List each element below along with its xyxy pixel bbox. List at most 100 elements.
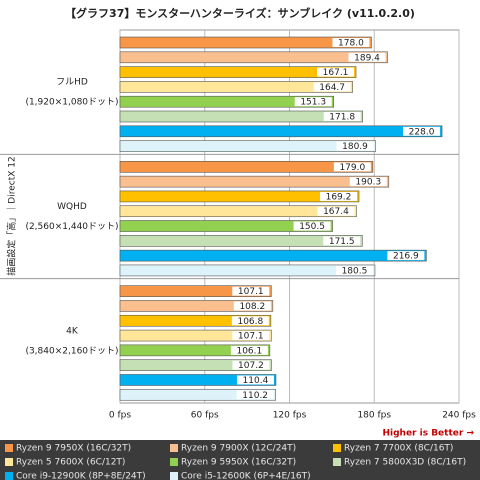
- category-label: フルHD: [56, 78, 88, 88]
- value-label-box: [233, 301, 271, 311]
- bar: [119, 329, 272, 342]
- x-tick-label: 60 fps: [191, 411, 219, 421]
- value-label-box: [317, 67, 355, 77]
- category-label: 4K: [66, 326, 79, 336]
- value-label-box: [332, 38, 370, 47]
- legend-label: Ryzen 7 7700X (8C/16T): [344, 444, 453, 454]
- value-label-box: [349, 177, 387, 187]
- bar: [119, 359, 272, 371]
- value-label: 189.4: [354, 53, 380, 63]
- value-label-box: [336, 141, 374, 151]
- legend-swatch: [5, 444, 13, 452]
- value-label: 108.2: [239, 302, 265, 312]
- legend-swatch: [170, 472, 178, 480]
- value-label: 150.5: [299, 222, 325, 232]
- value-label: 180.9: [342, 142, 368, 152]
- x-tick-label: 120 fps: [273, 411, 307, 421]
- value-label: 110.2: [242, 391, 268, 401]
- value-label: 151.3: [300, 98, 326, 108]
- bar: [119, 51, 388, 64]
- value-label-box: [317, 206, 355, 216]
- bar: [119, 235, 363, 247]
- legend-swatch: [5, 458, 13, 466]
- x-tick-label: 0 fps: [109, 411, 131, 421]
- legend-label: Ryzen 9 7900X (12C/24T): [181, 444, 296, 454]
- value-label-box: [313, 82, 351, 92]
- legend-label: Ryzen 5 7600X (6C/12T): [16, 458, 125, 468]
- value-label: 180.5: [342, 266, 368, 276]
- x-tick-label: 240 fps: [442, 411, 476, 421]
- value-label-box: [230, 345, 268, 355]
- category-label: (2,560×1,440ドット): [25, 222, 118, 232]
- value-label-box: [323, 236, 361, 246]
- bar: [119, 374, 277, 386]
- value-label: 167.1: [323, 68, 349, 78]
- value-label: 164.7: [319, 83, 345, 93]
- value-label: 167.4: [323, 207, 349, 217]
- legend-background: [0, 440, 480, 480]
- value-label-box: [232, 360, 270, 370]
- bar: [119, 314, 272, 327]
- annotation: Higher is Better →: [382, 429, 474, 439]
- value-label-box: [387, 251, 425, 261]
- value-label: 179.0: [339, 163, 365, 173]
- value-label: 110.4: [243, 376, 269, 386]
- value-label: 190.3: [355, 178, 381, 188]
- bar: [119, 220, 333, 232]
- value-label: 106.1: [236, 346, 262, 356]
- x-tick-label: 180 fps: [357, 411, 391, 421]
- bar: [119, 264, 376, 277]
- bar: [119, 95, 335, 108]
- legend-swatch: [170, 458, 178, 466]
- value-label-box: [232, 331, 270, 341]
- value-label-box: [348, 52, 386, 62]
- value-label-box: [236, 390, 274, 400]
- legend-label: Ryzen 9 7950X (16C/32T): [16, 444, 131, 454]
- bar: [119, 344, 271, 357]
- bar: [119, 175, 390, 188]
- value-label: 178.0: [338, 39, 364, 49]
- legend-label: Ryzen 7 5800X3D (8C/16T): [344, 458, 466, 468]
- bar: [119, 125, 443, 138]
- bar: [119, 249, 427, 262]
- legend-swatch: [170, 444, 178, 452]
- value-label-box: [335, 265, 373, 275]
- category-label: (1,920×1,080ドット): [25, 98, 118, 108]
- bar: [119, 161, 374, 173]
- bar: [119, 110, 363, 123]
- value-label-box: [319, 191, 357, 201]
- value-label: 107.1: [238, 332, 264, 342]
- value-label: 228.0: [409, 127, 435, 137]
- bar: [119, 140, 376, 152]
- legend-label: Ryzen 9 5950X (16C/32T): [181, 458, 296, 468]
- bar: [119, 388, 276, 401]
- value-label: 169.2: [326, 192, 352, 202]
- legend-label: Core i9-12900K (8P+8E/24T): [16, 472, 146, 480]
- value-label: 106.8: [237, 317, 263, 327]
- bar: [119, 300, 274, 312]
- bar: [119, 81, 353, 93]
- value-label-box: [236, 375, 274, 385]
- bar: [119, 205, 357, 218]
- value-label-box: [232, 286, 270, 296]
- bar: [119, 66, 357, 78]
- value-label-box: [294, 97, 332, 107]
- bar: [119, 285, 272, 297]
- value-label: 107.2: [238, 361, 264, 371]
- value-label: 171.8: [329, 113, 355, 123]
- value-label: 216.9: [393, 252, 419, 262]
- value-label: 107.1: [238, 287, 264, 297]
- legend-swatch: [5, 472, 13, 480]
- bar: [119, 36, 372, 49]
- value-label-box: [293, 221, 331, 231]
- value-label: 171.5: [329, 237, 355, 247]
- category-label: (3,840×2,160ドット): [25, 346, 118, 356]
- legend-swatch: [333, 444, 341, 452]
- value-label-box: [333, 162, 371, 172]
- legend-label: Core i5-12600K (6P+4E/16T): [181, 472, 311, 480]
- legend-swatch: [333, 458, 341, 466]
- value-label-box: [231, 316, 269, 326]
- value-label-box: [403, 126, 441, 136]
- chart-title: 【グラフ37】モンスターハンターライズ：サンブレイク (v11.0.2.0): [65, 6, 415, 20]
- bar: [119, 190, 360, 203]
